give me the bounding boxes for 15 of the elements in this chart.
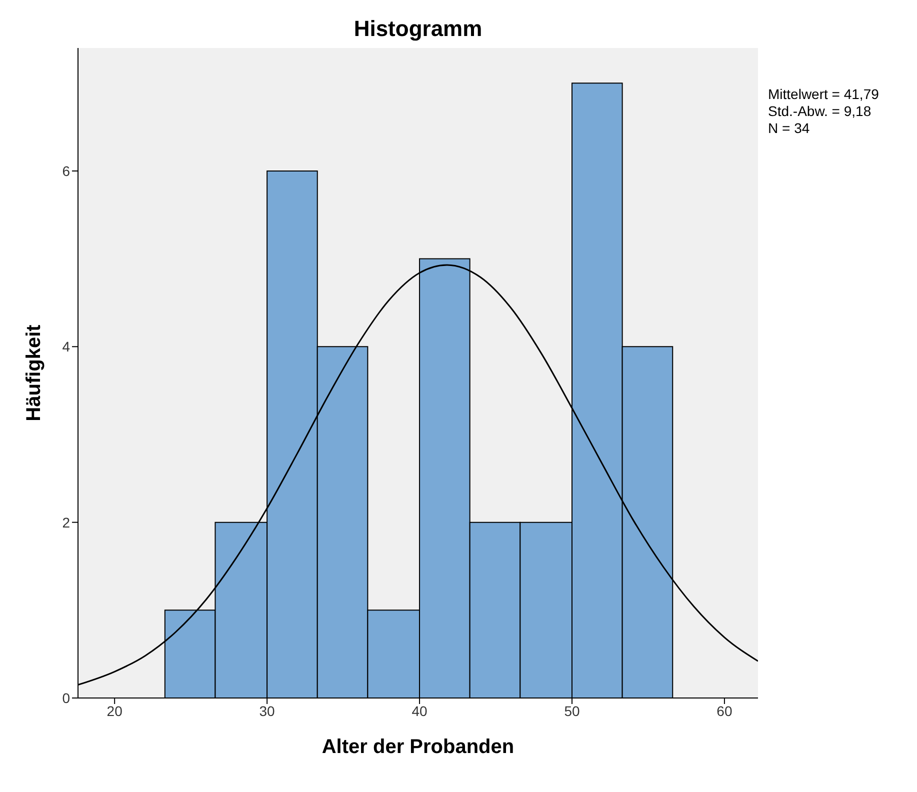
text: Std.-Abw. = 9,18 xyxy=(768,103,872,120)
text: N = 34 xyxy=(768,120,811,137)
y-tick-label: 2 xyxy=(62,514,70,530)
x-tick-label: 30 xyxy=(259,702,276,719)
x-tick-label: 20 xyxy=(106,702,123,719)
x-tick-label: 60 xyxy=(716,702,732,719)
y-tick-label: 0 xyxy=(62,690,70,706)
x-tick-label: 40 xyxy=(412,702,428,719)
x-axis-title: Alter der Probanden xyxy=(322,736,514,758)
x-tick-label: 50 xyxy=(564,702,580,719)
y-axis-title: Häufigkeit xyxy=(23,324,46,422)
text: Mittelwert = 41,79 xyxy=(768,86,879,103)
y-tick-label: 6 xyxy=(62,162,70,179)
y-tick-label: 4 xyxy=(62,338,70,355)
chart-title: Histogramm xyxy=(352,16,484,42)
